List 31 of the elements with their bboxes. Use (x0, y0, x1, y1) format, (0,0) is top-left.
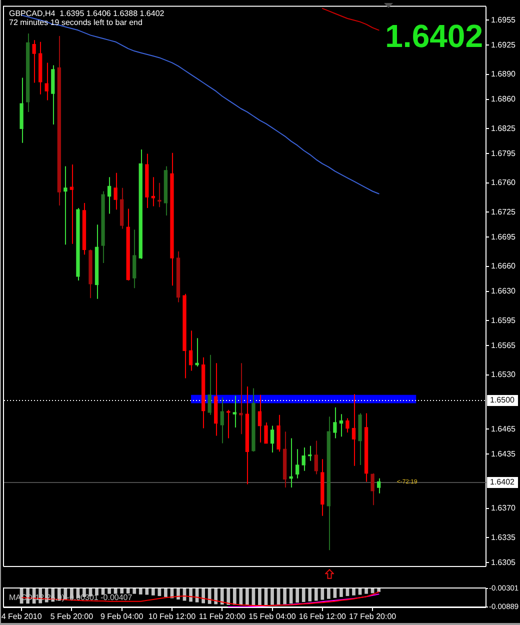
y-tick-label: 1.6305 (491, 558, 516, 567)
y-tick-label: 1.6630 (491, 286, 516, 296)
text: 1.6402 (385, 18, 483, 54)
ref-line-label: 1.6500 (490, 396, 516, 405)
x-tick-label: 9 Feb 04:00 (100, 612, 144, 622)
x-tick-label: 4 Feb 2010 (1, 612, 42, 622)
y-tick-label: 1.6335 (491, 532, 516, 542)
y-tick-label: 1.6370 (491, 504, 516, 513)
y-tick-label: 1.6595 (491, 316, 516, 325)
y-tick-label: 1.6760 (491, 178, 516, 188)
y-tick-label: 1.6860 (491, 94, 516, 104)
y-tick-label: 1.6435 (491, 449, 516, 458)
y-tick-label: 1.6955 (491, 15, 516, 24)
y-tick-label: 1.6890 (491, 70, 516, 79)
chart-title: GBPCAD,H4 1.6395 1.6406 1.6388 1.6402 (9, 9, 165, 18)
y-tick-label: 1.6530 (491, 370, 516, 380)
y-tick-label: 1.6695 (491, 232, 516, 242)
x-tick-label: 5 Feb 20:00 (50, 612, 94, 622)
y-tick-label: 1.6825 (491, 124, 516, 133)
y-tick-label: 1.6660 (491, 262, 516, 271)
x-tick-label: 15 Feb 04:00 (248, 612, 296, 622)
y-tick-label: 1.6925 (491, 40, 516, 50)
x-tick-label: 17 Feb 20:00 (348, 612, 397, 622)
y-tick-label: 1.6565 (491, 340, 516, 350)
x-tick-label: 10 Feb 12:00 (148, 612, 196, 622)
y-tick-label: 1.6465 (491, 424, 516, 434)
y-tick-label: 1.6795 (491, 148, 516, 158)
ref-line-label: 1.6402 (490, 478, 516, 487)
y-tick-label: 1.6725 (491, 207, 516, 216)
x-tick-label: 16 Feb 12:00 (298, 612, 347, 622)
x-tick-label: 11 Feb 20:00 (198, 612, 246, 622)
